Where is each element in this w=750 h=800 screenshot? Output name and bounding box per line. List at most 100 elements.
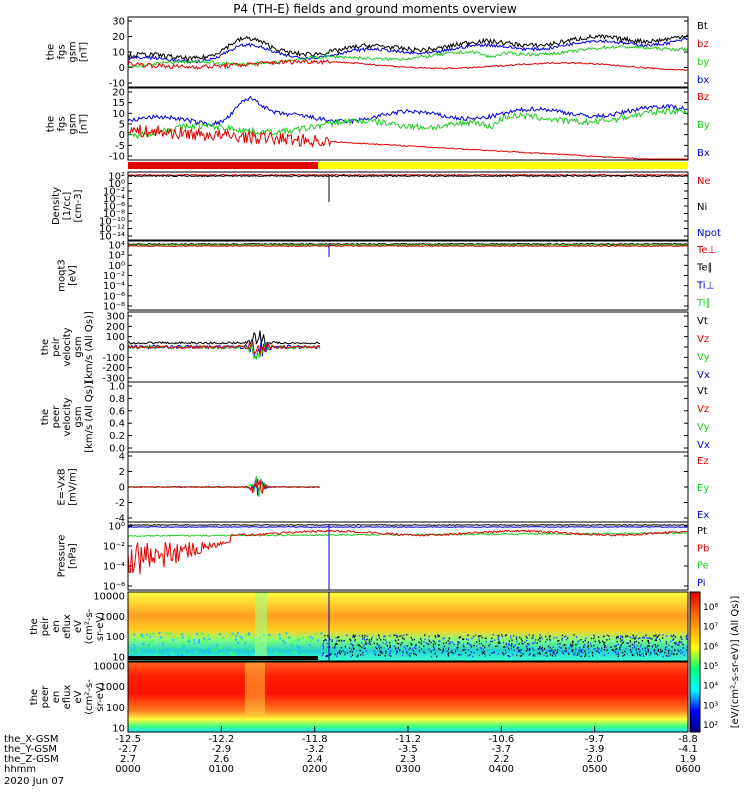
speckle [290,644,293,647]
speckle [550,650,552,653]
speckle [465,638,467,640]
speckle [268,633,271,636]
speckle [447,655,449,657]
speckle [383,635,385,638]
speckle [340,647,342,649]
panel-3-ytick: 10⁰ [108,179,125,190]
speckle [423,651,425,653]
speckle [610,646,612,648]
speckle [665,640,667,643]
Ne-line [127,173,688,177]
speckle [620,640,622,642]
speckle [524,641,526,643]
speckle [577,640,579,643]
speckle [409,655,411,657]
speckle [291,642,294,645]
panel-5-ytick: 200 [106,322,125,333]
speckle [577,654,579,656]
speckle [370,638,373,640]
speckle [630,651,632,653]
speckle [481,636,483,639]
speckle [140,633,143,636]
legend-Ti∥: Ti∥ [696,298,711,309]
speckle [448,652,450,654]
speckle [561,634,564,637]
speckle [229,651,232,654]
speckle [639,645,641,648]
legend-Npot: Npot [697,228,721,239]
speckle [156,648,159,651]
speckle [532,642,534,644]
peer-spectrogram [128,662,688,732]
speckle [480,635,482,637]
speckle [352,646,354,649]
speckle [673,653,675,656]
speckle [657,644,659,647]
xaxis-row-label: 2020 Jun 07 [4,776,64,787]
speckle [584,644,586,646]
speckle [676,653,678,655]
speckle [364,634,366,637]
speckle [571,645,573,647]
panel-1-ylabel-line: fgs [57,44,68,59]
speckle [363,647,366,650]
xtick-label: 2.2 [493,754,509,765]
speckle [158,632,161,635]
speckle [497,642,500,644]
speckle [198,639,200,642]
speckle [390,655,392,657]
speckle [413,638,415,641]
speckle [680,652,682,655]
legend-Vt: Vt [697,316,708,327]
speckle [497,653,499,655]
speckle [334,647,336,649]
speckle [205,639,207,642]
speckle [599,641,601,644]
xtick-label: 0300 [395,764,420,775]
speckle [660,651,662,653]
speckle [570,643,572,645]
speckle [278,653,281,656]
speckle [466,642,469,644]
speckle [640,643,642,646]
speckle [591,651,593,654]
speckle [234,638,237,641]
speckle [288,636,291,639]
speckle [363,636,365,639]
speckle [561,637,563,640]
speckle [627,635,629,637]
speckle [539,634,541,636]
speckle [588,655,590,658]
speckle [659,634,661,636]
speckle [395,647,397,649]
speckle [458,642,461,644]
speckle [148,633,151,636]
panel-9-frame [127,591,689,662]
speckle [380,651,382,654]
speckle [324,638,326,641]
speckle [298,638,301,641]
speckle [549,639,551,642]
speckle [361,634,363,637]
speckle [201,649,203,652]
speckle [149,635,152,638]
speckle [584,639,586,642]
speckle [192,649,194,652]
speckle [337,652,339,654]
speckle [468,649,470,651]
speckle [457,644,459,646]
speckle [430,651,433,653]
speckle [570,646,572,648]
speckle [448,647,450,649]
speckle [622,642,624,644]
speckle [562,644,564,647]
Bx-line [127,95,688,127]
speckle [463,643,465,646]
speckle [406,645,408,647]
legend-Vy: Vy [697,352,710,363]
panel-2-ylabel-line: [nT] [79,114,90,134]
speckle [349,647,351,649]
speckle [682,643,684,646]
speckle [659,651,661,653]
panel-6-ytick: 0.6 [109,406,125,417]
